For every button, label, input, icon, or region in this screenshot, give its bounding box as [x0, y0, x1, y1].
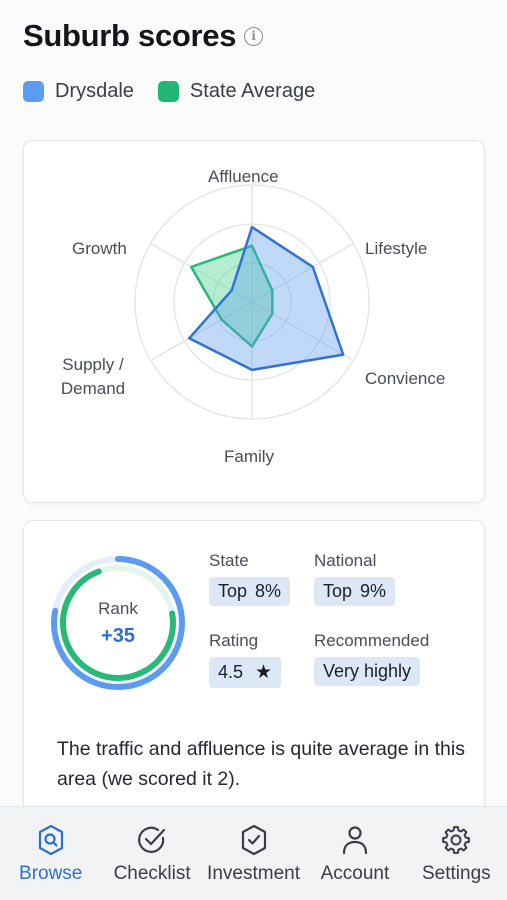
legend-item-state-average: State Average	[157, 80, 316, 103]
axis-label-convience: Convience	[365, 369, 446, 388]
recommended-title: Recommended	[314, 631, 430, 650]
checklist-icon	[138, 826, 166, 853]
axis-label-lifestyle: Lifestyle	[365, 239, 428, 258]
legend-label-state-average: State Average	[189, 80, 316, 102]
rank-label: Rank	[98, 598, 138, 618]
state-stat: State Top 8%	[209, 551, 291, 606]
radar-series-state-average	[189, 244, 274, 348]
stats-card: Rank +35 State Top 8% National Top 9% Ra…	[23, 520, 485, 820]
national-stat: National Top 9%	[314, 551, 396, 606]
rating-stat: Rating 4.5 ★	[209, 631, 282, 688]
nav-label-account: Account	[320, 863, 390, 884]
page-title: Suburb scores	[23, 18, 237, 53]
star-icon: ★	[255, 662, 273, 683]
bottom-navigation: Browse Checklist Investment Account Sett…	[0, 806, 507, 900]
nav-label-checklist: Checklist	[113, 863, 191, 884]
nav-label-browse: Browse	[19, 863, 83, 884]
national-title: National	[314, 551, 377, 570]
browse-icon	[38, 824, 63, 856]
recommended-value-pill: Very highly	[314, 657, 421, 686]
axis-label-supply-demand: Supply / Demand	[60, 355, 126, 398]
nav-item-browse[interactable]: Browse	[0, 807, 101, 900]
recommended-stat: Recommended Very highly	[314, 631, 429, 686]
nav-label-settings: Settings	[422, 863, 491, 884]
radar-chart	[134, 184, 370, 420]
score-description: The traffic and affluence is quite avera…	[57, 738, 465, 790]
rating-value: 4.5	[218, 662, 244, 682]
state-value-pill: Top 8%	[209, 577, 291, 606]
radar-spoke	[251, 301, 354, 362]
radar-spoke	[150, 301, 253, 362]
rank-value: +35	[101, 624, 135, 647]
state-value-prefix: Top	[218, 581, 248, 601]
rating-value-pill: 4.5 ★	[209, 657, 282, 688]
rank-display: Rank +35	[50, 555, 186, 691]
national-value-percent: 9%	[360, 581, 387, 601]
legend-label-drysdale: Drysdale	[55, 80, 134, 102]
national-value-pill: Top 9%	[314, 577, 396, 606]
radar-series-drysdale	[187, 225, 345, 372]
recommended-value: Very highly	[323, 661, 412, 681]
legend-swatch-state-average	[157, 81, 179, 102]
axis-label-growth: Growth	[72, 239, 127, 258]
nav-label-investment: Investment	[207, 863, 300, 884]
nav-item-settings[interactable]: Settings	[406, 807, 507, 900]
radar-spoke	[150, 242, 253, 303]
page-header: Suburb scores i	[23, 18, 264, 54]
chart-legend: Drysdale State Average	[23, 80, 339, 103]
rank-progress-ring	[51, 556, 185, 690]
state-value-percent: 8%	[255, 581, 282, 601]
nav-item-checklist[interactable]: Checklist	[101, 807, 202, 900]
radar-spoke	[251, 242, 354, 303]
axis-label-affluence: Affluence	[208, 167, 279, 186]
state-title: State	[209, 551, 249, 570]
nav-item-account[interactable]: Account	[304, 807, 405, 900]
legend-swatch-drysdale	[23, 81, 44, 102]
nav-item-investment[interactable]: Investment	[203, 807, 304, 900]
rank-ring-inner	[60, 565, 176, 681]
legend-item-drysdale: Drysdale	[23, 80, 134, 103]
radar-chart-card: Affluence Lifestyle Convience Family Sup…	[23, 140, 485, 503]
investment-icon	[241, 824, 266, 856]
national-value-prefix: Top	[323, 581, 353, 601]
rating-title: Rating	[209, 631, 259, 650]
info-icon[interactable]: i	[244, 26, 264, 46]
settings-icon	[442, 826, 471, 854]
rank-ring-outer	[51, 556, 185, 690]
account-icon	[342, 826, 368, 855]
axis-label-family: Family	[224, 447, 275, 466]
